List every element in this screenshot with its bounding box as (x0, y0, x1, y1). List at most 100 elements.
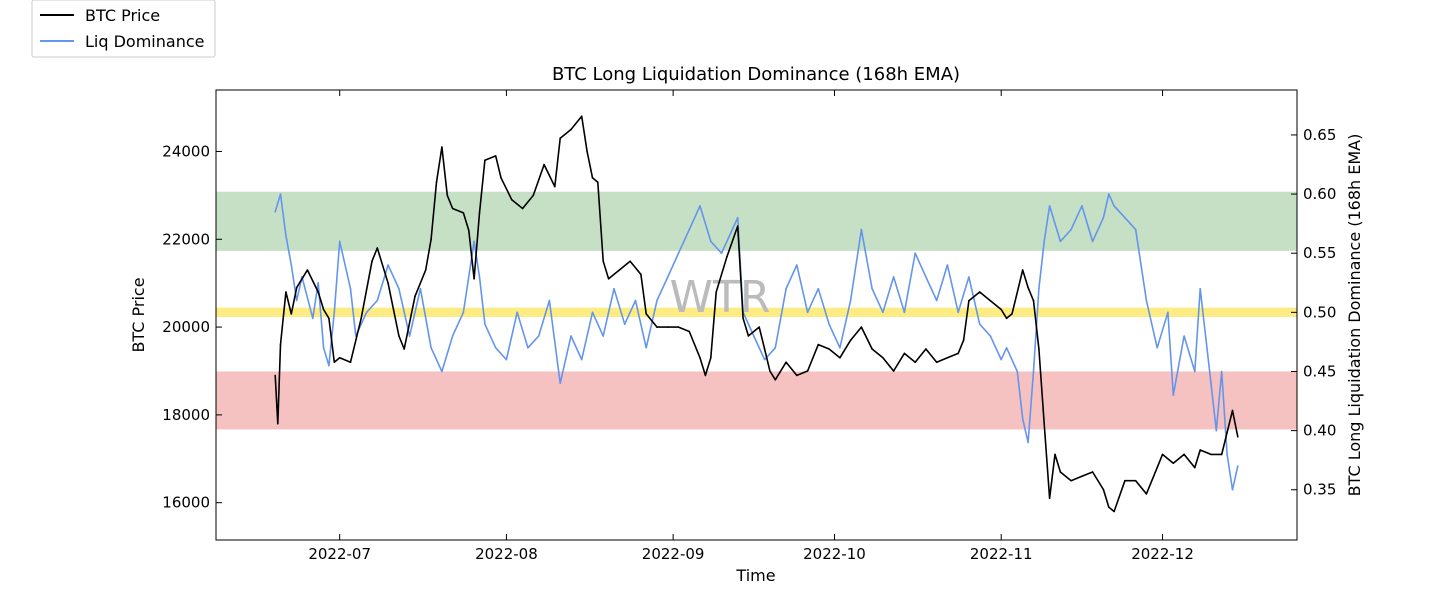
data-point-liq-dominance-37 (602, 335, 604, 337)
data-point-btc-price-66 (785, 361, 787, 364)
data-point-btc-price-86 (989, 299, 992, 302)
data-point-liq-dominance-21 (441, 370, 443, 373)
data-point-btc-price-12 (349, 361, 352, 364)
data-point-liq-dominance-89 (1108, 193, 1110, 195)
data-point-liq-dominance-54 (774, 347, 777, 349)
data-point-btc-price-4 (290, 313, 293, 315)
data-point-btc-price-6 (306, 269, 309, 271)
data-point-liq-dominance-70 (946, 264, 949, 266)
data-point-btc-price-13 (360, 317, 363, 320)
data-point-liq-dominance-38 (613, 287, 615, 290)
data-point-liq-dominance-30 (527, 347, 529, 349)
data-point-liq-dominance-86 (1081, 205, 1083, 207)
data-point-btc-price-115 (1226, 431, 1228, 434)
data-point-btc-price-16 (387, 282, 389, 285)
data-point-liq-dominance-98 (1194, 370, 1196, 373)
data-point-liq-dominance-45 (688, 228, 691, 231)
x-tick-label: 2022-07 (308, 545, 371, 563)
data-point-btc-price-40 (580, 115, 583, 118)
data-point-btc-price-30 (484, 159, 486, 161)
data-point-liq-dominance-60 (839, 347, 841, 349)
data-point-btc-price-37 (554, 185, 556, 188)
data-point-btc-price-21 (430, 238, 432, 241)
data-point-liq-dominance-41 (645, 347, 647, 349)
data-point-liq-dominance-81 (1038, 287, 1040, 290)
data-point-btc-price-57 (715, 291, 717, 293)
data-point-liq-dominance-65 (892, 276, 895, 278)
bands-layer (216, 191, 1297, 430)
data-point-btc-price-36 (543, 163, 545, 166)
data-point-liq-dominance-55 (785, 287, 787, 290)
data-point-btc-price-72 (849, 339, 852, 342)
data-point-btc-price-38 (559, 137, 561, 140)
data-point-liq-dominance-9 (328, 364, 330, 367)
data-point-btc-price-9 (328, 317, 330, 320)
data-point-btc-price-18 (403, 348, 406, 350)
y-left-tick-label: 16000 (162, 494, 210, 512)
series-line-btc-price (274, 115, 1239, 513)
data-point-liq-dominance-49 (731, 228, 734, 231)
data-point-btc-price-53 (688, 330, 691, 333)
data-point-btc-price-71 (839, 357, 841, 359)
data-point-btc-price-15 (376, 247, 379, 249)
data-point-liq-dominance-53 (763, 358, 766, 361)
data-point-btc-price-39 (570, 128, 572, 131)
data-point-btc-price-69 (817, 343, 820, 346)
series-layer (274, 115, 1239, 513)
data-point-btc-price-46 (618, 269, 621, 271)
data-point-liq-dominance-50 (736, 216, 739, 219)
data-point-liq-dominance-40 (634, 299, 637, 302)
data-point-btc-price-94 (1043, 422, 1045, 425)
data-point-liq-dominance-52 (753, 335, 755, 337)
y-right-tick-label: 0.50 (1303, 303, 1336, 321)
data-point-btc-price-78 (914, 361, 916, 364)
data-point-btc-price-29 (478, 212, 481, 214)
data-point-btc-price-68 (806, 370, 809, 372)
data-point-liq-dominance-4 (295, 299, 298, 302)
data-point-btc-price-1 (277, 422, 279, 425)
data-point-liq-dominance-87 (1091, 240, 1094, 243)
data-point-liq-dominance-96 (1172, 394, 1175, 396)
data-point-liq-dominance-47 (710, 240, 712, 243)
data-point-liq-dominance-71 (957, 311, 959, 314)
data-point-liq-dominance-20 (430, 347, 432, 349)
data-point-btc-price-103 (1113, 510, 1115, 513)
data-point-btc-price-92 (1032, 299, 1035, 302)
data-point-btc-price-60 (742, 317, 744, 320)
y-right-tick-label: 0.45 (1303, 362, 1336, 380)
data-point-btc-price-108 (1161, 453, 1164, 456)
data-point-liq-dominance-16 (387, 264, 389, 266)
data-point-liq-dominance-14 (365, 311, 368, 314)
data-point-btc-price-80 (935, 361, 938, 364)
data-point-liq-dominance-64 (882, 311, 884, 314)
data-point-liq-dominance-10 (333, 311, 336, 314)
data-point-liq-dominance-0 (274, 211, 277, 213)
data-point-liq-dominance-82 (1043, 240, 1045, 243)
data-point-btc-price-54 (699, 357, 701, 359)
data-point-liq-dominance-31 (537, 335, 540, 337)
data-point-liq-dominance-74 (989, 335, 992, 337)
data-point-btc-price-19 (414, 295, 416, 298)
data-point-liq-dominance-76 (1005, 347, 1008, 349)
data-point-btc-price-65 (774, 379, 777, 381)
data-point-liq-dominance-24 (473, 240, 475, 243)
data-point-btc-price-79 (925, 348, 927, 350)
data-point-liq-dominance-69 (935, 299, 938, 302)
data-point-liq-dominance-39 (623, 323, 626, 326)
data-point-liq-dominance-94 (1156, 347, 1158, 349)
data-point-btc-price-61 (747, 335, 750, 337)
data-point-btc-price-87 (1000, 308, 1002, 311)
data-point-btc-price-10 (333, 361, 336, 364)
data-point-btc-price-73 (860, 326, 863, 328)
y-axis-right-title: BTC Long Liquidation Dominance (168h EMA… (1345, 134, 1364, 497)
data-point-btc-price-52 (677, 326, 680, 328)
data-point-liq-dominance-2 (285, 234, 287, 237)
data-point-btc-price-104 (1124, 479, 1126, 482)
data-point-btc-price-99 (1081, 475, 1083, 478)
data-point-btc-price-64 (769, 370, 771, 372)
data-point-liq-dominance-83 (1048, 205, 1051, 207)
data-point-btc-price-23 (441, 146, 443, 148)
band-1 (216, 307, 1297, 318)
data-point-liq-dominance-68 (925, 276, 927, 278)
